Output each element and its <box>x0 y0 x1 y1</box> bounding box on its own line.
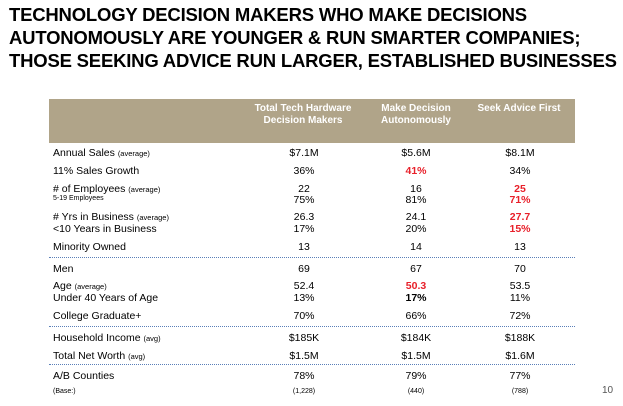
cell: (788) <box>511 388 529 395</box>
cell: 81% <box>405 194 427 206</box>
row-label: (Base:) <box>53 388 76 395</box>
title-line-1: TECHNOLOGY DECISION MAKERS WHO MAKE DECI… <box>9 4 527 25</box>
row-label: Minority Owned <box>53 241 126 253</box>
row-label: A/B Counties <box>53 370 115 382</box>
cell: 26.3 <box>293 211 315 223</box>
cell: 13 <box>298 241 310 253</box>
row-label: 5-19 Employees <box>53 195 104 202</box>
cell: 34% <box>509 165 531 177</box>
row-label: Men <box>53 263 74 275</box>
cell: 72% <box>509 310 531 322</box>
column-header-seek-advice: Seek Advice First <box>477 103 561 114</box>
cell: $1.6M <box>505 350 535 362</box>
row-label-text: Age <box>53 280 72 292</box>
cell: $185K <box>288 332 320 344</box>
cell: 11% <box>509 292 531 304</box>
row-qualifier: (average) <box>128 185 161 194</box>
section-divider <box>49 257 575 258</box>
cell: 36% <box>293 165 315 177</box>
cell-highlight: 27.7 <box>509 211 531 223</box>
title-line-2: AUTONOMOUSLY ARE YOUNGER & RUN SMARTER C… <box>9 27 581 48</box>
cell: 69 <box>298 263 310 275</box>
row-label: Household Income (avg) <box>53 332 161 344</box>
cell: $1.5M <box>289 350 319 362</box>
cell: 20% <box>405 223 427 235</box>
section-divider <box>49 364 575 365</box>
row-label-text: Annual Sales <box>53 147 115 159</box>
cell: 70 <box>514 263 526 275</box>
row-label: Under 40 Years of Age <box>53 292 159 304</box>
cell: 14 <box>410 241 422 253</box>
cell: 79% <box>405 370 427 382</box>
cell: $184K <box>400 332 432 344</box>
cell: (1,228) <box>292 388 316 395</box>
row-label: # Yrs in Business (average) <box>53 211 169 223</box>
cell: $1.5M <box>401 350 431 362</box>
cell: $8.1M <box>505 147 535 159</box>
row-label: Annual Sales (average) <box>53 147 150 159</box>
row-label: College Graduate+ <box>53 310 142 322</box>
cell: 67 <box>410 263 422 275</box>
cell: 70% <box>293 310 315 322</box>
row-label: 11% Sales Growth <box>53 165 140 177</box>
comparison-table: Total Tech Hardware Decision Makers Make… <box>49 99 575 395</box>
cell: 13 <box>514 241 526 253</box>
cell: 78% <box>293 370 315 382</box>
section-divider <box>49 326 575 327</box>
table-header: Total Tech Hardware Decision Makers Make… <box>49 99 575 143</box>
title-line-3: THOSE SEEKING ADVICE RUN LARGER, ESTABLI… <box>9 50 617 71</box>
row-label-text: # of Employees <box>53 183 126 195</box>
cell-highlight: 41% <box>405 165 427 177</box>
cell: $7.1M <box>289 147 319 159</box>
column-header-autonomous: Make Decision Autonomously <box>381 103 451 126</box>
cell: $5.6M <box>401 147 431 159</box>
row-qualifier: (average) <box>74 282 107 291</box>
row-qualifier: (average) <box>117 149 150 158</box>
row-label-text: Household Income <box>53 332 141 344</box>
cell-highlight: 25 <box>514 183 526 195</box>
slide-title: TECHNOLOGY DECISION MAKERS WHO MAKE DECI… <box>9 3 619 72</box>
row-label: <10 Years in Business <box>53 223 157 235</box>
row-label: Total Net Worth (avg) <box>53 350 145 362</box>
cell-bold: 17% <box>405 292 427 304</box>
column-header-total: Total Tech Hardware Decision Makers <box>254 103 352 126</box>
row-qualifier: (average) <box>136 213 169 222</box>
cell: 22 <box>298 183 310 195</box>
cell: 17% <box>293 223 315 235</box>
cell-highlight: 15% <box>509 223 531 235</box>
row-label: # of Employees (average) <box>53 183 160 195</box>
page-number: 10 <box>602 385 614 396</box>
row-label-text: # Yrs in Business <box>53 211 134 223</box>
cell-highlight: 71% <box>509 194 531 206</box>
cell: 53.5 <box>509 280 531 292</box>
row-label: Age (average) <box>53 280 107 292</box>
row-qualifier: (avg) <box>128 352 146 361</box>
row-label-text: Total Net Worth <box>53 350 126 362</box>
row-qualifier: (avg) <box>143 334 161 343</box>
cell: 77% <box>509 370 531 382</box>
cell: 66% <box>405 310 427 322</box>
cell: 13% <box>293 292 315 304</box>
cell: $188K <box>504 332 536 344</box>
cell: 75% <box>293 194 315 206</box>
cell: 24.1 <box>405 211 427 223</box>
cell: (440) <box>407 388 425 395</box>
cell: 16 <box>410 183 422 195</box>
cell-highlight: 50.3 <box>405 280 427 292</box>
cell: 52.4 <box>293 280 315 292</box>
